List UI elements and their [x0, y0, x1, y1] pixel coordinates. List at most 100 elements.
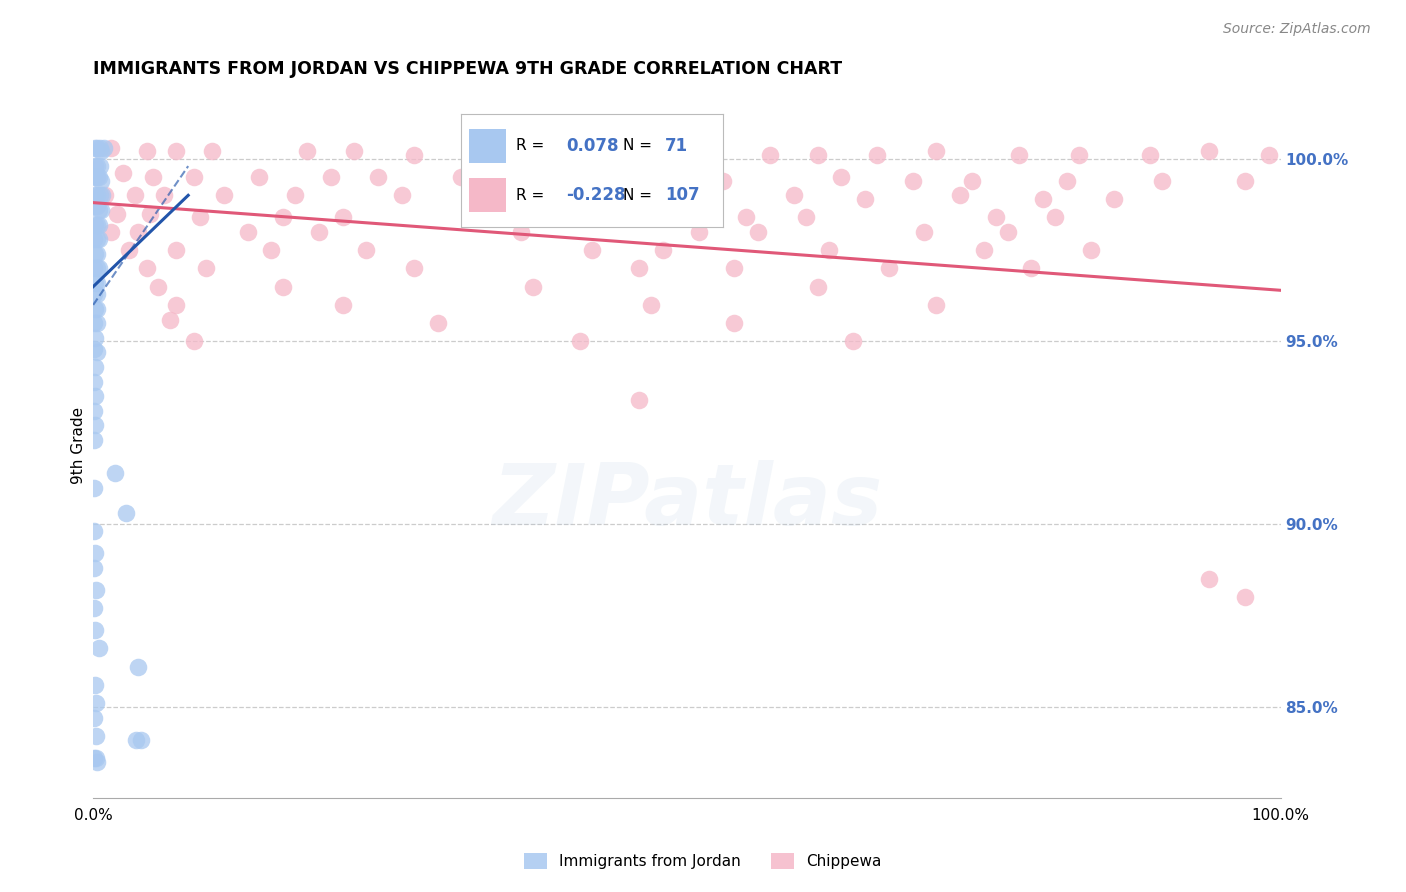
Point: [125, 732, 148, 747]
Point: [83, 170, 105, 185]
Point: [522, 279, 544, 293]
Point: [111, 166, 134, 180]
Point: [87, 218, 110, 232]
Point: [1008, 148, 1031, 162]
Point: [127, 659, 149, 673]
Point: [86, 261, 108, 276]
Point: [592, 192, 614, 206]
Point: [866, 148, 889, 162]
Point: [498, 148, 520, 162]
Point: [86, 247, 108, 261]
Point: [84, 729, 107, 743]
Point: [84, 159, 107, 173]
Point: [84, 546, 107, 560]
Y-axis label: 9th Grade: 9th Grade: [72, 407, 86, 484]
Point: [83, 751, 105, 765]
Point: [1080, 243, 1102, 257]
Point: [148, 279, 170, 293]
Point: [806, 279, 828, 293]
Point: [84, 276, 107, 290]
Point: [83, 481, 105, 495]
Point: [794, 211, 817, 225]
Point: [747, 225, 769, 239]
Point: [356, 243, 378, 257]
Point: [86, 188, 108, 202]
Point: [86, 159, 108, 173]
Point: [183, 334, 205, 349]
Point: [699, 145, 721, 159]
Point: [84, 418, 107, 433]
Point: [83, 711, 105, 725]
Point: [426, 316, 449, 330]
Point: [249, 170, 271, 185]
Point: [86, 276, 108, 290]
Point: [818, 243, 841, 257]
Point: [89, 159, 111, 173]
Point: [901, 174, 924, 188]
Point: [129, 732, 152, 747]
Point: [83, 404, 105, 418]
Point: [260, 243, 283, 257]
Point: [165, 145, 187, 159]
Point: [83, 375, 105, 389]
Point: [332, 298, 354, 312]
Point: [87, 641, 110, 656]
Point: [165, 298, 187, 312]
Point: [960, 174, 983, 188]
Point: [984, 211, 1007, 225]
Legend: Immigrants from Jordan, Chippewa: Immigrants from Jordan, Chippewa: [517, 847, 889, 875]
Point: [806, 148, 828, 162]
Point: [1104, 192, 1126, 206]
Point: [135, 145, 157, 159]
Point: [84, 188, 107, 202]
Point: [1257, 148, 1279, 162]
Point: [90, 145, 112, 159]
Point: [474, 188, 496, 202]
Point: [91, 188, 114, 202]
Point: [84, 623, 107, 637]
Point: [87, 232, 110, 246]
Point: [86, 301, 108, 316]
Point: [83, 199, 105, 213]
Point: [1139, 148, 1161, 162]
Point: [201, 145, 224, 159]
Point: [83, 433, 105, 447]
Point: [676, 188, 699, 202]
Point: [735, 211, 758, 225]
Point: [83, 287, 105, 301]
Point: [195, 261, 218, 276]
Point: [89, 141, 111, 155]
Point: [914, 225, 936, 239]
Point: [319, 170, 342, 185]
Text: IMMIGRANTS FROM JORDAN VS CHIPPEWA 9TH GRADE CORRELATION CHART: IMMIGRANTS FROM JORDAN VS CHIPPEWA 9TH G…: [93, 60, 842, 78]
Point: [84, 141, 107, 155]
Point: [853, 192, 876, 206]
Point: [1021, 261, 1043, 276]
Point: [165, 243, 187, 257]
Point: [652, 243, 675, 257]
Point: [142, 170, 165, 185]
Point: [640, 298, 662, 312]
Point: [367, 170, 389, 185]
Point: [830, 170, 852, 185]
Point: [105, 206, 128, 220]
Point: [118, 243, 141, 257]
Point: [343, 145, 366, 159]
Point: [557, 145, 579, 159]
Point: [90, 202, 112, 217]
Point: [84, 696, 107, 710]
Point: [84, 751, 107, 765]
Point: [997, 225, 1019, 239]
Point: [84, 331, 107, 345]
Point: [842, 334, 865, 349]
Point: [605, 211, 627, 225]
Point: [84, 359, 107, 374]
Point: [711, 174, 734, 188]
Point: [124, 188, 146, 202]
Point: [1150, 174, 1173, 188]
Point: [86, 218, 108, 232]
Point: [509, 225, 531, 239]
Point: [877, 261, 900, 276]
Text: ZIPatlas: ZIPatlas: [492, 460, 882, 543]
Point: [83, 561, 105, 575]
